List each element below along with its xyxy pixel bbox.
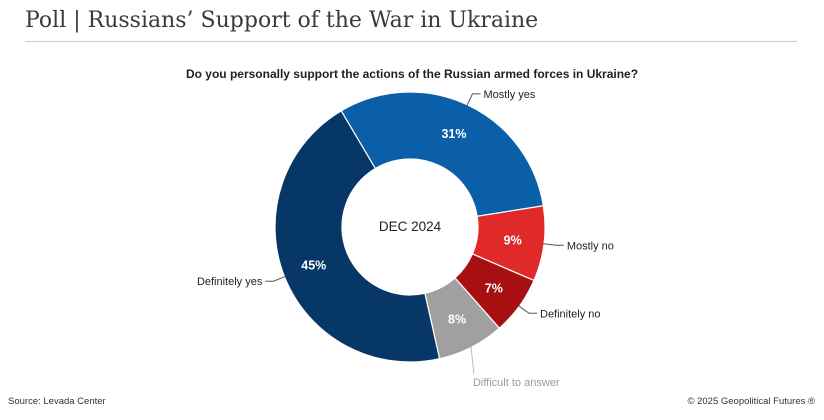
- category-label-mostly-no: Mostly no: [567, 240, 614, 252]
- leader-line-difficult-to-answer: [470, 346, 475, 375]
- source-note: Source: Levada Center: [8, 396, 106, 407]
- value-label-mostly-yes: 31%: [441, 127, 466, 141]
- leader-line-definitely-no: [518, 305, 538, 314]
- title-divider: [25, 41, 797, 42]
- slice-mostly-yes: [340, 91, 545, 217]
- chart-subtitle: Do you personally support the actions of…: [185, 67, 639, 81]
- leader-line-mostly-yes: [466, 93, 481, 106]
- category-label-mostly-yes: Mostly yes: [483, 89, 535, 101]
- page-title: Poll | Russians’ Support of the War in U…: [25, 8, 539, 33]
- value-label-mostly-no: 9%: [504, 233, 522, 247]
- value-label-definitely-yes: 45%: [301, 259, 326, 273]
- category-label-difficult-to-answer: Difficult to answer: [473, 377, 560, 389]
- value-label-definitely-no: 7%: [485, 281, 503, 295]
- center-label: DEC 2024: [379, 219, 442, 234]
- value-label-difficult-to-answer: 8%: [448, 313, 466, 327]
- copyright-note: © 2025 Geopolitical Futures ®: [687, 396, 815, 407]
- slice-definitely-yes: [274, 110, 441, 363]
- category-label-definitely-yes: Definitely yes: [197, 276, 263, 288]
- leader-line-definitely-yes: [265, 275, 286, 282]
- category-label-definitely-no: Definitely no: [540, 308, 601, 320]
- leader-line-mostly-no: [542, 243, 564, 246]
